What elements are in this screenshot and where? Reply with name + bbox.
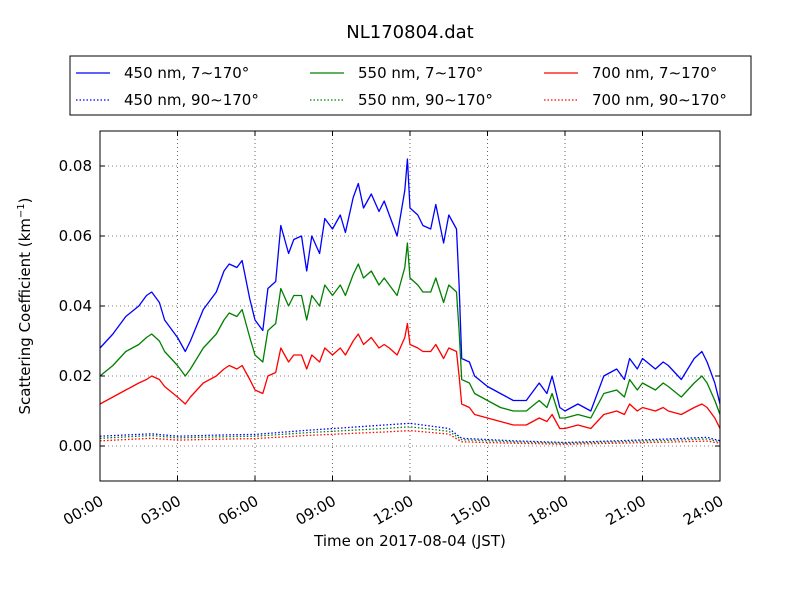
series-line-1: [100, 242, 720, 419]
y-tick-label: 0.08: [59, 157, 92, 175]
legend-label: 550 nm, 90∼170°: [358, 91, 493, 109]
chart-title: NL170804.dat: [346, 22, 473, 43]
legend-label: 450 nm, 90∼170°: [124, 91, 259, 109]
legend-label: 700 nm, 90∼170°: [592, 91, 727, 109]
legend-label: 450 nm, 7∼170°: [124, 64, 249, 82]
legend-label: 550 nm, 7∼170°: [358, 64, 483, 82]
x-axis-label: Time on 2017-08-04 (JST): [313, 532, 506, 550]
legend-label: 700 nm, 7∼170°: [592, 64, 717, 82]
y-axis-label-exp: −1: [16, 203, 27, 218]
series-line-0: [100, 158, 720, 412]
series-line-2: [100, 322, 720, 430]
y-tick-label: 0.04: [59, 297, 92, 315]
y-axis-label: Scattering Coefficient (km−1): [16, 197, 34, 414]
series-line-3: [100, 422, 720, 444]
series-line-4: [100, 426, 720, 444]
y-tick-label: 0.06: [59, 227, 92, 245]
series-line-5: [100, 429, 720, 445]
grid: [99, 131, 721, 481]
plot-lines: [100, 158, 720, 445]
y-axis-label-close: ): [16, 197, 34, 203]
y-tick-label: 0.02: [59, 367, 92, 385]
y-axis-label-main: Scattering Coefficient (km: [16, 218, 34, 414]
legend: 450 nm, 7∼170° 550 nm, 7∼170° 700 nm, 7∼17…: [69, 55, 752, 116]
y-tick-label: 0.00: [59, 437, 92, 455]
legend-box: [69, 55, 752, 116]
